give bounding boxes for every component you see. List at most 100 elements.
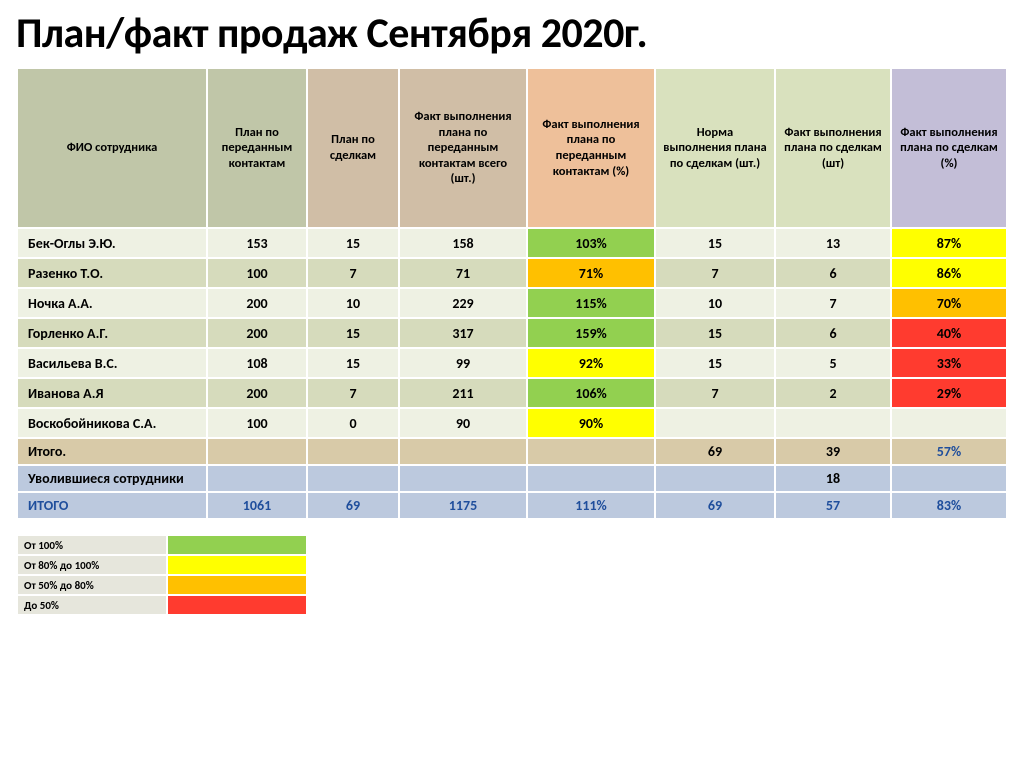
column-header: Факт выполнения плана по сделкам (шт) [775, 68, 891, 228]
table-cell: 100 [207, 258, 307, 288]
page-title: План/факт продаж Сентября 2020г. [16, 8, 1008, 59]
legend-swatch [167, 555, 307, 575]
table-cell: 159% [527, 318, 655, 348]
table-cell: 5 [775, 348, 891, 378]
table-cell: 317 [399, 318, 527, 348]
legend-row: До 50% [17, 595, 307, 615]
table-cell [527, 438, 655, 465]
table-cell: 90 [399, 408, 527, 438]
column-header: Факт выполнения плана по сделкам (%) [891, 68, 1007, 228]
column-header: План по переданным контактам [207, 68, 307, 228]
column-header: Факт выполнения плана по переданным конт… [527, 68, 655, 228]
summary-row: Итого. 693957% [17, 438, 1007, 465]
table-cell [527, 465, 655, 492]
column-header: ФИО сотрудника [17, 68, 207, 228]
column-header: Факт выполнения плана по переданным конт… [399, 68, 527, 228]
table-cell: 200 [207, 378, 307, 408]
table-cell: 200 [207, 288, 307, 318]
table-cell: 158 [399, 228, 527, 258]
table-cell: 6 [775, 318, 891, 348]
table-cell: 7 [307, 378, 399, 408]
table-cell [307, 438, 399, 465]
table-cell: 0 [307, 408, 399, 438]
table-row: Иванова А.Я2007211106%7229% [17, 378, 1007, 408]
table-cell: 229 [399, 288, 527, 318]
table-cell: 6 [775, 258, 891, 288]
table-cell: 18 [775, 465, 891, 492]
table-cell: 57 [775, 492, 891, 519]
table-cell [307, 465, 399, 492]
summary-label: Итого. [17, 438, 207, 465]
table-cell: 99 [399, 348, 527, 378]
table-cell: 69 [655, 438, 775, 465]
summary-row: Уволившиеся сотрудники 18 [17, 465, 1007, 492]
table-cell: 83% [891, 492, 1007, 519]
table-cell: Ночка А.А. [17, 288, 207, 318]
table-cell: Иванова А.Я [17, 378, 207, 408]
legend-swatch [167, 575, 307, 595]
table-cell [891, 465, 1007, 492]
table-cell: 15 [307, 318, 399, 348]
table-row: Ночка А.А.20010229115%10770% [17, 288, 1007, 318]
table-cell: 15 [307, 348, 399, 378]
table-cell: 29% [891, 378, 1007, 408]
table-cell: 7 [775, 288, 891, 318]
table-row: Бек-Оглы Э.Ю.15315158103%151387% [17, 228, 1007, 258]
table-cell: 106% [527, 378, 655, 408]
legend-table: От 100%От 80% до 100%От 50% до 80%До 50% [16, 534, 308, 616]
table-cell: Горленко А.Г. [17, 318, 207, 348]
table-cell: 111% [527, 492, 655, 519]
table-cell: 90% [527, 408, 655, 438]
table-cell: 108 [207, 348, 307, 378]
table-cell: 71 [399, 258, 527, 288]
table-cell: 7 [655, 258, 775, 288]
table-cell: 15 [655, 318, 775, 348]
table-cell: 1175 [399, 492, 527, 519]
table-cell: 40% [891, 318, 1007, 348]
table-row: Васильева В.С.108159992%15533% [17, 348, 1007, 378]
summary-label: ИТОГО [17, 492, 207, 519]
table-cell: Разенко Т.О. [17, 258, 207, 288]
table-cell: Воскобойникова С.А. [17, 408, 207, 438]
legend-row: От 50% до 80% [17, 575, 307, 595]
summary-label: Уволившиеся сотрудники [17, 465, 207, 492]
column-header: Норма выполнения плана по сделкам (шт.) [655, 68, 775, 228]
table-cell: 57% [891, 438, 1007, 465]
table-cell: 1061 [207, 492, 307, 519]
table-cell: 153 [207, 228, 307, 258]
summary-row: ИТОГО1061691175111%695783% [17, 492, 1007, 519]
table-cell [207, 465, 307, 492]
sales-table: ФИО сотрудникаПлан по переданным контакт… [16, 67, 1008, 520]
table-cell [399, 438, 527, 465]
table-cell: 69 [655, 492, 775, 519]
table-cell: 200 [207, 318, 307, 348]
table-cell: 39 [775, 438, 891, 465]
table-cell [655, 465, 775, 492]
table-row: Воскобойникова С.А.10009090% [17, 408, 1007, 438]
legend-row: От 80% до 100% [17, 555, 307, 575]
table-cell: 7 [655, 378, 775, 408]
column-header: План по сделкам [307, 68, 399, 228]
legend-label: От 80% до 100% [17, 555, 167, 575]
legend-swatch [167, 595, 307, 615]
table-row: Горленко А.Г.20015317159%15640% [17, 318, 1007, 348]
legend-label: От 100% [17, 535, 167, 555]
table-cell: 10 [307, 288, 399, 318]
table-cell: Бек-Оглы Э.Ю. [17, 228, 207, 258]
table-cell: 2 [775, 378, 891, 408]
table-cell: 10 [655, 288, 775, 318]
table-cell: 15 [655, 228, 775, 258]
legend-label: От 50% до 80% [17, 575, 167, 595]
table-row: Разенко Т.О.10077171%7686% [17, 258, 1007, 288]
table-cell: 15 [655, 348, 775, 378]
legend-label: До 50% [17, 595, 167, 615]
table-cell: 211 [399, 378, 527, 408]
table-cell [207, 438, 307, 465]
table-cell: 87% [891, 228, 1007, 258]
table-cell: 69 [307, 492, 399, 519]
table-cell: 86% [891, 258, 1007, 288]
table-cell: 92% [527, 348, 655, 378]
table-cell: 71% [527, 258, 655, 288]
table-cell: Васильева В.С. [17, 348, 207, 378]
table-cell: 100 [207, 408, 307, 438]
